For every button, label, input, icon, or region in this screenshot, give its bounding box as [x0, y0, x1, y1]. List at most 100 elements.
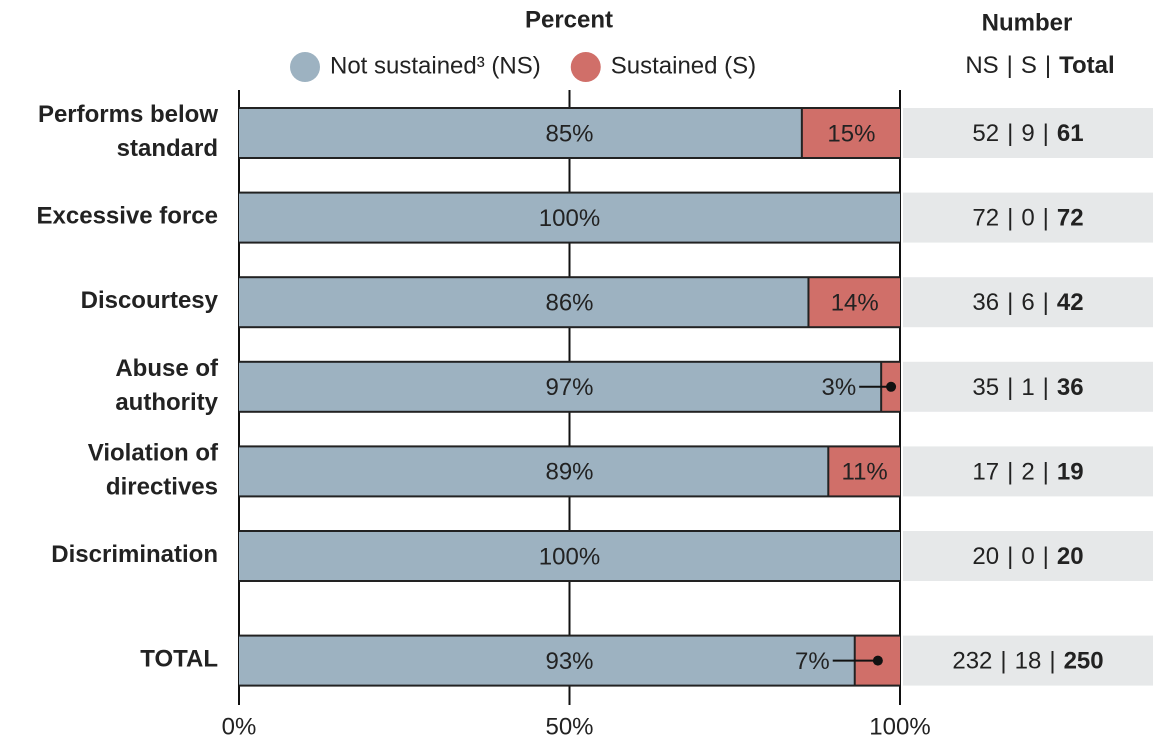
table-row-bg: [903, 361, 1153, 412]
category-line: Discourtesy: [81, 288, 219, 315]
category-label: Excessive force: [37, 203, 218, 230]
value-label: 100%: [539, 205, 600, 232]
bar-segment: [239, 447, 828, 496]
table-cell: 19: [1057, 459, 1084, 486]
separator: |: [1007, 459, 1013, 486]
table-cell: 6: [1021, 290, 1034, 317]
category-line: Performs below: [38, 101, 218, 128]
separator: |: [1045, 52, 1051, 79]
table-cell: 250: [1064, 648, 1104, 675]
table-row: 36 | 6 | 42: [972, 290, 1083, 317]
category-line: Violation of: [88, 440, 219, 467]
category-label: Abuse of authority: [115, 355, 219, 416]
column-header: Total: [1059, 52, 1115, 79]
bar-segment: [809, 278, 900, 327]
category-label: Performs below standard: [38, 101, 218, 162]
table-row: 17 | 2 | 19: [972, 459, 1083, 486]
value-label: 7%: [795, 648, 830, 675]
separator: |: [1043, 205, 1049, 232]
bar-segment: [239, 636, 854, 685]
x-tick-label: 50%: [545, 713, 593, 740]
table-cell: 1: [1021, 374, 1034, 401]
separator: |: [1043, 290, 1049, 317]
separator: |: [1043, 120, 1049, 147]
x-tick-label: 100%: [869, 713, 930, 740]
separator: |: [1007, 120, 1013, 147]
leader-dot: [872, 655, 883, 666]
separator: |: [1007, 374, 1013, 401]
table-row: 232 | 18 | 250: [952, 648, 1103, 675]
category-line: Discrimination: [51, 541, 218, 568]
separator: |: [1007, 543, 1013, 570]
table-row: 52 | 9 | 61: [972, 120, 1083, 147]
bar-segment: [239, 362, 881, 411]
chart-title: Percent: [525, 6, 613, 33]
table-cell: 0: [1021, 205, 1034, 232]
category-label: Violation of directives: [88, 440, 219, 501]
value-label: 15%: [827, 120, 875, 147]
table-row-bg: [903, 446, 1153, 497]
table-row-bg: [903, 531, 1153, 581]
table-cell: 17: [972, 459, 999, 486]
bar-segment: [802, 109, 900, 157]
table-cell: 36: [972, 290, 999, 317]
table-cell: 72: [972, 205, 999, 232]
value-label: 14%: [831, 290, 879, 317]
category-label: TOTAL: [140, 646, 218, 673]
legend-swatch: [290, 52, 320, 82]
value-label: 89%: [545, 459, 593, 486]
table-row: 72 | 0 | 72: [972, 205, 1083, 232]
table-cell: 36: [1057, 374, 1084, 401]
value-label: 3%: [821, 374, 856, 401]
separator: |: [1000, 648, 1006, 675]
table-row: 35 | 1 | 36: [972, 374, 1083, 401]
value-label: 100%: [539, 543, 600, 570]
table-cell: 232: [952, 648, 992, 675]
value-label: 11%: [842, 459, 888, 486]
table-row-bg: [903, 192, 1153, 243]
category-line: Abuse of: [115, 355, 219, 382]
value-label: 97%: [545, 374, 593, 401]
value-label: 93%: [545, 648, 593, 675]
table-cell: 42: [1057, 290, 1084, 317]
table-cell: 35: [972, 374, 999, 401]
value-label: 85%: [545, 120, 593, 147]
table-cell: 0: [1021, 543, 1034, 570]
table-row-bg: [903, 635, 1153, 686]
separator: |: [1007, 290, 1013, 317]
category-line: standard: [117, 135, 218, 162]
category-label: Discourtesy: [81, 288, 219, 315]
table-cell: 20: [972, 543, 999, 570]
separator: |: [1049, 648, 1055, 675]
bar-segment: [239, 109, 801, 157]
x-tick-label: 0%: [222, 713, 257, 740]
table-header: NS | S | Total: [965, 52, 1114, 79]
column-header: S: [1021, 52, 1037, 79]
category-line: TOTAL: [140, 646, 218, 673]
table-row: 20 | 0 | 20: [972, 543, 1083, 570]
bar-segment: [829, 447, 900, 496]
bar-segment: [239, 532, 900, 580]
category-line: directives: [106, 474, 218, 501]
value-label: 86%: [545, 290, 593, 317]
column-header: NS: [965, 52, 998, 79]
table-title: Number: [982, 9, 1073, 36]
table-cell: 9: [1021, 120, 1034, 147]
separator: |: [1007, 52, 1013, 79]
table-cell: 2: [1021, 459, 1034, 486]
category-label: Discrimination: [51, 541, 218, 568]
category-line: Excessive force: [37, 203, 218, 230]
separator: |: [1043, 374, 1049, 401]
legend-label: Sustained (S): [611, 52, 756, 79]
legend-label: Not sustained³ (NS): [330, 52, 541, 79]
table-cell: 72: [1057, 205, 1084, 232]
separator: |: [1007, 205, 1013, 232]
category-line: authority: [115, 389, 218, 416]
separator: |: [1043, 459, 1049, 486]
table-cell: 20: [1057, 543, 1084, 570]
table-cell: 52: [972, 120, 999, 147]
separator: |: [1043, 543, 1049, 570]
legend-swatch: [570, 52, 601, 82]
table-row-bg: [903, 277, 1153, 328]
